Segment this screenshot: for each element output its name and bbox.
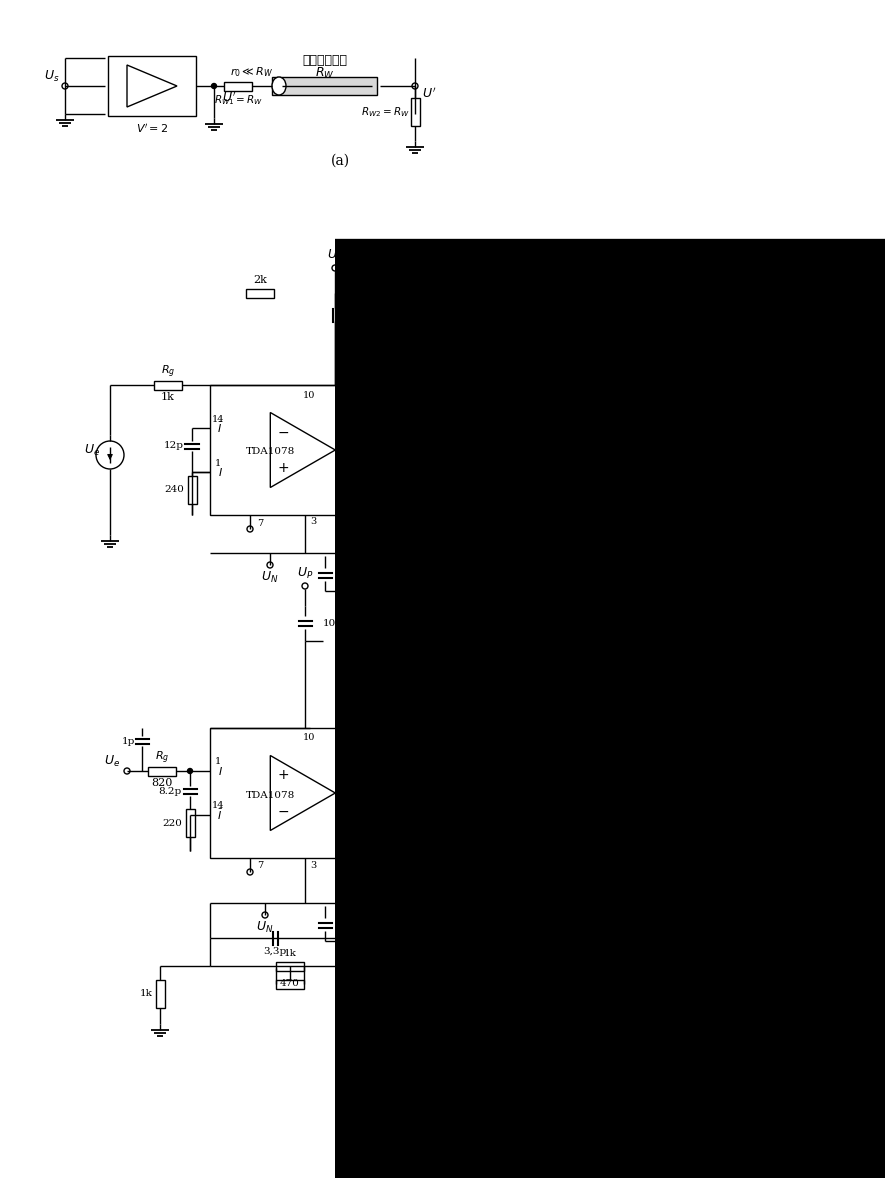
Text: 1p: 1p xyxy=(121,736,134,746)
Text: $R_{W1}=R_W$: $R_{W1}=R_W$ xyxy=(213,93,263,107)
Bar xyxy=(276,961,304,971)
Circle shape xyxy=(211,84,217,88)
Text: 75: 75 xyxy=(395,432,409,442)
Circle shape xyxy=(187,768,193,774)
Text: $U_P$: $U_P$ xyxy=(297,565,314,581)
Text: 75: 75 xyxy=(525,814,539,823)
Ellipse shape xyxy=(426,441,440,459)
Text: 1k: 1k xyxy=(140,990,152,999)
Text: (c): (c) xyxy=(561,911,580,925)
Text: TDA1078: TDA1078 xyxy=(246,448,296,457)
Text: 3,3p: 3,3p xyxy=(263,946,287,955)
Text: $U_s$: $U_s$ xyxy=(550,461,565,476)
Text: Q: Q xyxy=(393,777,402,788)
Text: $U_s$: $U_s$ xyxy=(556,803,572,819)
Bar xyxy=(187,476,196,504)
Text: 3: 3 xyxy=(310,860,316,869)
Text: $R_W$: $R_W$ xyxy=(314,66,334,80)
Text: 1k: 1k xyxy=(283,949,297,959)
Text: (b): (b) xyxy=(560,558,580,573)
Text: 同轴导线: 同轴导线 xyxy=(457,417,485,430)
Text: 470: 470 xyxy=(280,979,300,988)
Text: 1: 1 xyxy=(215,458,221,468)
Text: 1: 1 xyxy=(215,757,221,767)
Text: 10: 10 xyxy=(303,390,315,399)
Bar xyxy=(185,809,194,838)
Text: 2k: 2k xyxy=(253,274,267,285)
Text: 240: 240 xyxy=(164,485,184,495)
Bar xyxy=(154,380,182,390)
Text: $U_e$: $U_e$ xyxy=(84,443,100,457)
Text: $I$: $I$ xyxy=(218,466,222,478)
Bar xyxy=(354,567,363,595)
Text: $R_g$: $R_g$ xyxy=(160,364,176,380)
Text: $U_P$: $U_P$ xyxy=(327,247,343,263)
Bar xyxy=(544,805,553,833)
Text: 10n: 10n xyxy=(343,920,363,929)
Text: $R_W=75\Omega$: $R_W=75\Omega$ xyxy=(450,773,504,787)
Text: 同轴导线: 同轴导线 xyxy=(463,761,491,774)
Bar xyxy=(210,385,370,515)
Text: 14: 14 xyxy=(211,415,224,424)
Text: $R_W=75\Omega$: $R_W=75\Omega$ xyxy=(444,430,498,444)
Text: (a): (a) xyxy=(331,154,349,168)
Ellipse shape xyxy=(272,77,286,95)
Text: $I$: $I$ xyxy=(218,765,222,777)
Text: 3: 3 xyxy=(310,517,316,527)
Text: 10n: 10n xyxy=(323,618,343,628)
Bar xyxy=(224,81,252,91)
Text: $\bar{I}$: $\bar{I}$ xyxy=(217,808,223,822)
Bar xyxy=(388,445,416,455)
Text: 10n: 10n xyxy=(343,570,363,580)
Text: $R_{W2}=R_W$: $R_{W2}=R_W$ xyxy=(361,105,409,119)
Text: 10n: 10n xyxy=(381,264,401,272)
Text: 820: 820 xyxy=(151,777,173,788)
Text: 7: 7 xyxy=(257,861,263,871)
Text: 75: 75 xyxy=(403,775,417,785)
Bar xyxy=(276,979,304,988)
Bar xyxy=(538,462,547,490)
Text: 220: 220 xyxy=(162,819,182,827)
Bar xyxy=(246,289,274,298)
Text: $U_e$: $U_e$ xyxy=(104,754,120,768)
Text: 14: 14 xyxy=(211,801,224,810)
Text: 470: 470 xyxy=(362,576,382,585)
Text: $-$: $-$ xyxy=(277,425,289,439)
Text: $U'$: $U'$ xyxy=(222,91,237,105)
Bar xyxy=(108,57,196,115)
Text: $r_0\ll R_W$: $r_0\ll R_W$ xyxy=(230,65,273,79)
Bar xyxy=(426,441,516,459)
Text: 8: 8 xyxy=(375,779,381,788)
Text: $+$: $+$ xyxy=(277,461,289,475)
Text: 75: 75 xyxy=(519,471,533,481)
Text: 8.2p: 8.2p xyxy=(159,787,182,795)
Text: $U_s$: $U_s$ xyxy=(44,68,60,84)
Bar xyxy=(410,98,419,126)
Text: $\bar{I}$: $\bar{I}$ xyxy=(217,421,223,435)
Bar xyxy=(156,980,165,1008)
Text: 1k: 1k xyxy=(161,392,175,402)
Text: $V'=2$: $V'=2$ xyxy=(136,121,168,134)
Text: TDA1078: TDA1078 xyxy=(246,790,296,800)
Bar xyxy=(210,728,370,858)
Text: 10: 10 xyxy=(303,734,315,742)
Bar xyxy=(148,767,176,775)
Bar xyxy=(272,77,377,95)
Text: $+$: $+$ xyxy=(277,768,289,782)
Text: 同轴导线波阻: 同轴导线波阻 xyxy=(302,53,347,66)
Text: 8: 8 xyxy=(375,436,381,444)
Text: 7: 7 xyxy=(257,518,263,528)
Text: $U_N$: $U_N$ xyxy=(262,569,279,584)
Bar xyxy=(432,785,522,802)
Text: 1.5p: 1.5p xyxy=(341,311,365,319)
Text: $U'$: $U'$ xyxy=(422,87,436,101)
Bar xyxy=(396,788,424,798)
Text: $U_N$: $U_N$ xyxy=(256,920,274,934)
Text: $-$: $-$ xyxy=(277,805,289,818)
Text: 12p: 12p xyxy=(164,442,184,450)
Text: $R_g$: $R_g$ xyxy=(155,750,169,766)
Ellipse shape xyxy=(432,785,446,802)
